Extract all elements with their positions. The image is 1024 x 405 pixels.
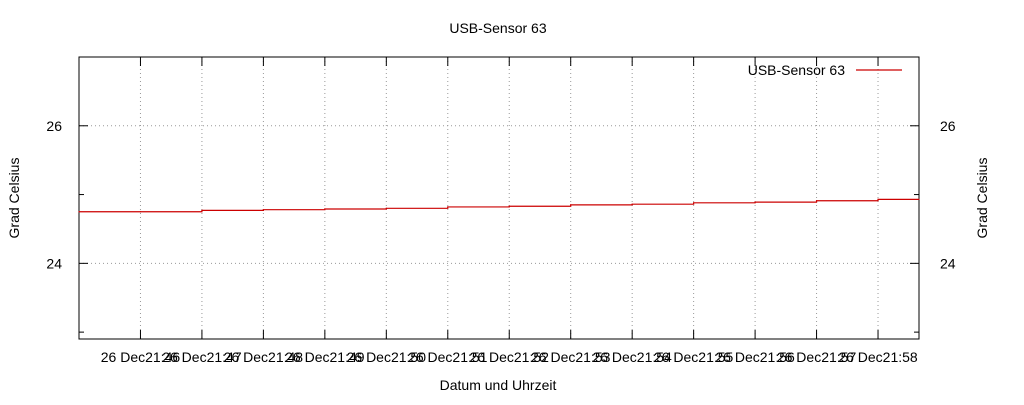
chart-title: USB-Sensor 63 [449, 20, 546, 36]
y-axis-label: Grad Celsius [6, 158, 22, 239]
data-point [631, 203, 633, 205]
y2-axis-label: Grad Celsius [974, 158, 990, 239]
y-tick-label: 24 [46, 255, 62, 271]
x-tick-label: 26 Dec21:52 [470, 349, 550, 365]
x-axis-label: Datum und Uhrzeit [440, 377, 557, 393]
data-point [324, 208, 326, 210]
y2-tick-label: 26 [940, 118, 956, 134]
x-tick-label: 26 Dec21:55 [654, 349, 734, 365]
data-point [139, 211, 142, 213]
x-tick-label: 26 Dec21:50 [347, 349, 427, 365]
x-tick-label: 26 Dec21:53 [531, 349, 611, 365]
data-point [754, 201, 756, 203]
data-point [385, 207, 387, 209]
x-tick-label: 26 Dec21:51 [408, 349, 488, 365]
legend-label: USB-Sensor 63 [748, 62, 845, 78]
grid [79, 57, 919, 339]
data-point [877, 198, 879, 200]
data-point [918, 198, 920, 200]
x-tick-label: 26 Dec21:56 [715, 349, 795, 365]
series-line [79, 198, 919, 213]
data-point [78, 211, 80, 213]
data-point [693, 202, 695, 204]
y-tick-label: 26 [46, 118, 62, 134]
data-point [570, 204, 572, 206]
data-point [201, 209, 203, 211]
x-tick-label: 26 Dec21:49 [285, 349, 365, 365]
data-point [815, 200, 818, 202]
x-tick-label: 26 Dec21:57 [777, 349, 857, 365]
x-tick-label: 26 Dec21:46 [101, 349, 181, 365]
x-tick-label: 26 Dec21:47 [162, 349, 242, 365]
series-layer [78, 198, 920, 213]
plot-frame [78, 56, 920, 340]
x-tick-label: 26 Dec21:54 [592, 349, 672, 365]
data-point [508, 205, 510, 207]
y2-tick-label: 24 [940, 255, 956, 271]
legend: USB-Sensor 63 [748, 62, 902, 78]
data-point [262, 209, 264, 211]
x-tick-label: 26 Dec21:48 [224, 349, 304, 365]
x-tick-label: 26 Dec21:58 [838, 349, 918, 365]
data-point [447, 206, 449, 208]
